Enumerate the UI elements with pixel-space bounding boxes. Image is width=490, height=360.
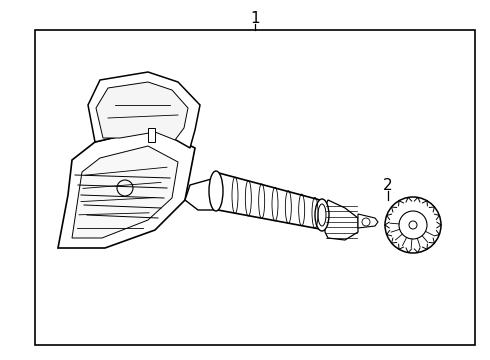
- Polygon shape: [325, 200, 358, 240]
- Polygon shape: [148, 128, 155, 142]
- Polygon shape: [358, 214, 378, 228]
- Ellipse shape: [315, 199, 329, 231]
- Polygon shape: [88, 72, 200, 148]
- Polygon shape: [96, 82, 188, 140]
- Ellipse shape: [209, 171, 223, 211]
- Polygon shape: [58, 128, 195, 248]
- Polygon shape: [185, 178, 225, 210]
- Polygon shape: [72, 146, 178, 238]
- Text: 2: 2: [383, 177, 393, 193]
- Polygon shape: [215, 172, 325, 230]
- Text: 1: 1: [250, 10, 260, 26]
- Bar: [35, 30, 475, 345]
- Circle shape: [385, 197, 441, 253]
